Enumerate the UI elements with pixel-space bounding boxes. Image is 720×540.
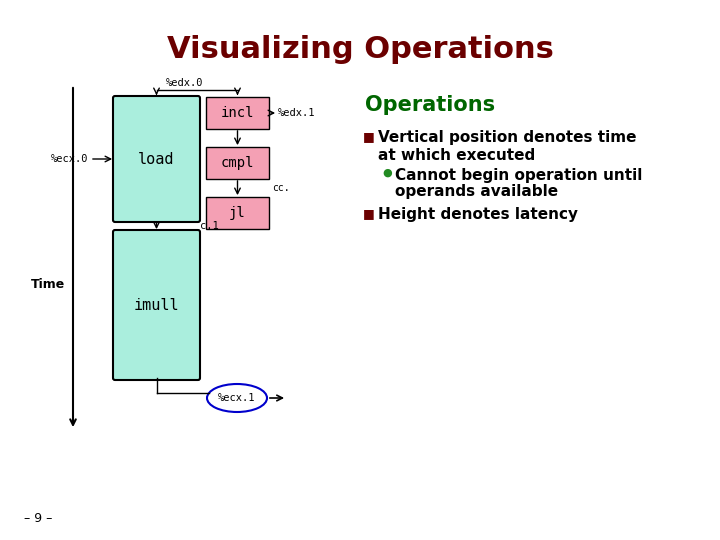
Text: %edx.1: %edx.1: [278, 108, 315, 118]
Text: ●: ●: [382, 168, 392, 178]
Text: – 9 –: – 9 –: [24, 512, 52, 525]
FancyBboxPatch shape: [206, 197, 269, 229]
Text: incl: incl: [221, 106, 254, 120]
Text: %edx.0: %edx.0: [166, 78, 204, 88]
Text: operands available: operands available: [395, 184, 558, 199]
Text: Time: Time: [31, 279, 65, 292]
Text: Cannot begin operation until: Cannot begin operation until: [395, 168, 642, 183]
Text: Visualizing Operations: Visualizing Operations: [166, 35, 554, 64]
Ellipse shape: [207, 384, 267, 412]
Text: %ecx.1: %ecx.1: [218, 393, 256, 403]
FancyBboxPatch shape: [206, 97, 269, 129]
Text: ■: ■: [363, 130, 374, 143]
Text: Operations: Operations: [365, 95, 495, 115]
Text: at which executed: at which executed: [378, 148, 535, 163]
Text: Height denotes latency: Height denotes latency: [378, 207, 578, 222]
Text: c.1: c.1: [200, 221, 219, 231]
Text: ■: ■: [363, 207, 374, 220]
Text: load: load: [138, 152, 175, 166]
Text: Vertical position denotes time: Vertical position denotes time: [378, 130, 636, 145]
Text: jl: jl: [229, 206, 246, 220]
FancyBboxPatch shape: [113, 96, 200, 222]
Text: cc.: cc.: [272, 183, 289, 193]
FancyBboxPatch shape: [113, 230, 200, 380]
Text: cmpl: cmpl: [221, 156, 254, 170]
FancyBboxPatch shape: [206, 147, 269, 179]
Text: %ecx.0: %ecx.0: [50, 154, 88, 164]
Text: imull: imull: [134, 298, 179, 313]
